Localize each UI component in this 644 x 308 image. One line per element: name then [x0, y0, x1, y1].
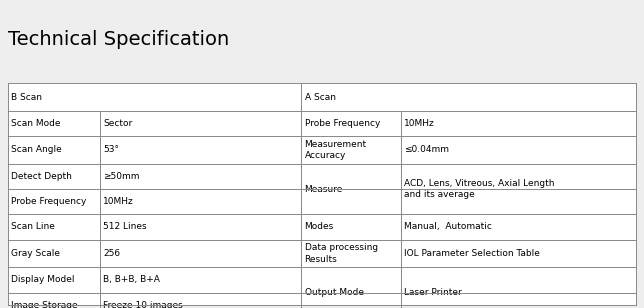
Text: Scan Line: Scan Line [11, 222, 55, 232]
Text: Measurement
Accuracy: Measurement Accuracy [305, 140, 366, 160]
Text: Manual,  Automatic: Manual, Automatic [404, 222, 492, 232]
Text: Scan Angle: Scan Angle [11, 145, 62, 155]
Text: Detect Depth: Detect Depth [11, 172, 72, 181]
Text: Data processing
Results: Data processing Results [305, 243, 378, 264]
Text: Gray Scale: Gray Scale [11, 249, 60, 258]
Text: Modes: Modes [305, 222, 334, 232]
Text: IOL Parameter Selection Table: IOL Parameter Selection Table [404, 249, 540, 258]
Text: Laser Printer: Laser Printer [404, 288, 462, 297]
Bar [8, 83, 636, 305]
Text: 512 Lines: 512 Lines [103, 222, 147, 232]
Text: Freeze 10 images: Freeze 10 images [103, 301, 183, 308]
Text: Probe Frequency: Probe Frequency [305, 119, 380, 128]
Text: B, B+B, B+A: B, B+B, B+A [103, 275, 160, 285]
Text: ≥50mm: ≥50mm [103, 172, 140, 181]
Text: 53°: 53° [103, 145, 119, 155]
Text: Measure: Measure [305, 184, 343, 194]
Text: 10MHz: 10MHz [404, 119, 435, 128]
Text: 10MHz: 10MHz [103, 197, 134, 206]
Text: ≤0.04mm: ≤0.04mm [404, 145, 450, 155]
Text: Probe Frequency: Probe Frequency [11, 197, 86, 206]
Text: Output Mode: Output Mode [305, 288, 364, 297]
Text: Sector: Sector [103, 119, 132, 128]
Text: Scan Mode: Scan Mode [11, 119, 61, 128]
Text: A Scan: A Scan [305, 92, 336, 102]
Text: Technical Specification: Technical Specification [8, 30, 229, 49]
Text: Image Storage: Image Storage [11, 301, 77, 308]
Text: 256: 256 [103, 249, 120, 258]
Text: B Scan: B Scan [11, 92, 42, 102]
Text: ACD, Lens, Vitreous, Axial Length
and its average: ACD, Lens, Vitreous, Axial Length and it… [404, 179, 555, 199]
Text: Display Model: Display Model [11, 275, 75, 285]
